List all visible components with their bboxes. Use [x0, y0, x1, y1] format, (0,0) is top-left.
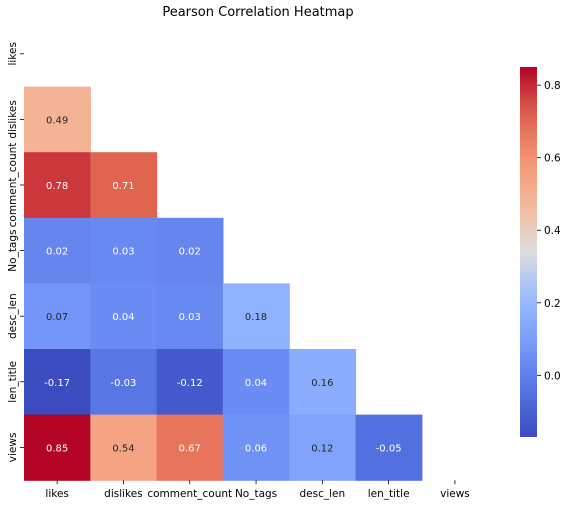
cell-value-label: -0.03	[111, 378, 137, 389]
heatmap-cell-dislikes-likes	[24, 86, 91, 153]
heatmap-cell-views-comment_count	[156, 414, 224, 481]
y-tick-label-views: views	[7, 433, 19, 463]
x-tick-label-len_title: len_title	[368, 488, 410, 500]
heatmap-cell-No_tags-likes	[24, 217, 91, 284]
x-tick-label-No_tags: No_tags	[235, 488, 277, 500]
heatmap-cell-views-desc_len	[289, 414, 357, 481]
heatmap-cell-views-No_tags	[222, 414, 290, 481]
cell-value-label: 0.54	[112, 443, 134, 454]
heatmap-cell-len_title-likes	[24, 349, 91, 416]
cell-value-label: 0.07	[46, 312, 68, 323]
x-tick-label-likes: likes	[45, 488, 68, 500]
cell-value-label: 0.12	[311, 443, 333, 454]
x-tick-label-views: views	[440, 488, 470, 500]
heatmap-cell-len_title-dislikes	[90, 349, 158, 416]
heatmap-cell-len_title-comment_count	[156, 349, 224, 416]
y-tick-label-dislikes: dislikes	[7, 100, 19, 139]
heatmap-cells: 0.49 0.78 0.71 0.02 0.03 0.02 0.07 0.04 0.03 0.18…	[24, 86, 423, 481]
x-tick-label-comment_count: comment_count	[147, 488, 232, 500]
heatmap-cell-comment_count-likes	[24, 152, 91, 219]
cell-value-label: -0.17	[44, 378, 70, 389]
colorbar: 0.0 0.2 0.4 0.6 0.8	[520, 67, 561, 437]
heatmap-cell-comment_count-dislikes	[90, 152, 158, 219]
heatmap-cell-views-len_title	[355, 414, 423, 481]
x-axis: likes dislikes comment_count No_tags desc_le…	[45, 480, 470, 500]
cell-value-label: 0.06	[245, 443, 267, 454]
y-tick-label-desc_len: desc_len	[7, 293, 19, 339]
heatmap-cell-views-likes	[24, 414, 91, 481]
colorbar-tick-label: 0.0	[544, 370, 561, 382]
cell-value-label: 0.02	[46, 247, 68, 258]
y-tick-label-len_title: len_title	[7, 361, 19, 403]
cell-value-label: 0.71	[112, 181, 134, 192]
cell-value-label: 0.03	[179, 312, 201, 323]
heatmap-cell-No_tags-comment_count	[156, 217, 224, 284]
colorbar-tick-label: 0.6	[544, 153, 561, 165]
cell-value-label: 0.49	[46, 115, 68, 126]
heatmap-cell-desc_len-likes	[24, 283, 91, 350]
cell-value-label: 0.03	[112, 247, 134, 258]
cell-value-label: -0.05	[376, 443, 402, 454]
y-tick-label-comment_count: comment_count	[7, 143, 19, 228]
cell-value-label: 0.85	[46, 443, 68, 454]
x-tick-label-dislikes: dislikes	[104, 488, 143, 500]
heatmap-cell-views-dislikes	[90, 414, 158, 481]
heatmap-cell-desc_len-dislikes	[90, 283, 158, 350]
heatmap-cell-len_title-No_tags	[222, 349, 290, 416]
colorbar-tick-label: 0.8	[544, 80, 561, 92]
y-tick-label-No_tags: No_tags	[7, 229, 19, 271]
cell-value-label: 0.78	[46, 181, 68, 192]
y-tick-label-likes: likes	[7, 42, 19, 65]
colorbar-gradient	[520, 67, 537, 437]
chart-title: Pearson Correlation Heatmap	[162, 5, 353, 20]
colorbar-tick-label: 0.4	[544, 225, 561, 237]
cell-value-label: 0.02	[179, 247, 201, 258]
heatmap-cell-desc_len-No_tags	[222, 283, 290, 350]
cell-value-label: -0.12	[177, 378, 203, 389]
colorbar-tick-label: 0.2	[544, 298, 561, 310]
x-tick-label-desc_len: desc_len	[300, 488, 346, 500]
cell-value-label: 0.16	[311, 378, 333, 389]
heatmap-cell-desc_len-comment_count	[156, 283, 224, 350]
heatmap-cell-len_title-desc_len	[289, 349, 357, 416]
cell-value-label: 0.67	[179, 443, 201, 454]
cell-value-label: 0.18	[245, 312, 267, 323]
heatmap-cell-No_tags-dislikes	[90, 217, 158, 284]
cell-value-label: 0.04	[112, 312, 134, 323]
cell-value-label: 0.04	[245, 378, 267, 389]
